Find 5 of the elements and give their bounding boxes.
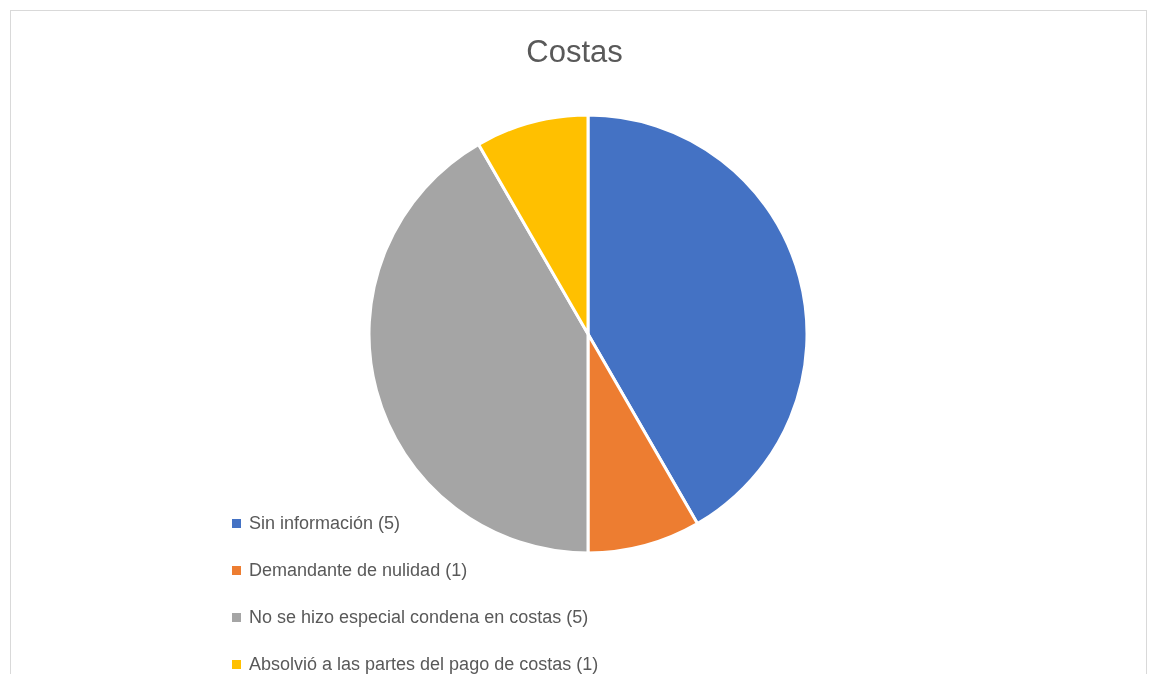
legend-label: No se hizo especial condena en costas (5)	[249, 607, 589, 628]
chart-title: Costas	[525, 34, 624, 70]
legend-label: Absolvió a las partes del pago de costas (1)	[249, 654, 599, 674]
legend-label: Demandante de nulidad (1)	[249, 560, 468, 581]
legend-label: Sin información (5)	[249, 513, 401, 534]
